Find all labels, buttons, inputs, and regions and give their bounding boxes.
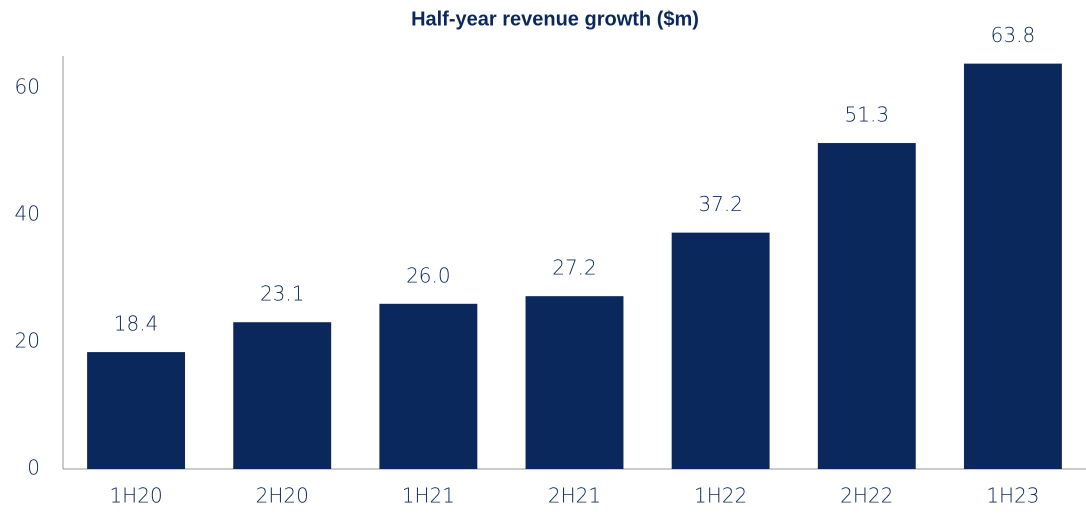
x-tick-label: 2H22 [840, 484, 893, 508]
value-label: 23.1 [260, 282, 305, 306]
value-label: 27.2 [552, 256, 597, 280]
x-tick-label: 2H20 [256, 484, 309, 508]
bar [233, 322, 332, 469]
bar [671, 232, 770, 469]
value-label: 37.2 [698, 192, 743, 216]
bar [87, 352, 186, 469]
y-tick-label: 40 [15, 201, 40, 225]
bar [525, 296, 624, 469]
bar [963, 63, 1062, 470]
x-tick-label: 1H21 [402, 484, 455, 508]
bar [379, 303, 478, 469]
x-tick-label: 2H21 [548, 484, 601, 508]
x-tick-label: 1H23 [986, 484, 1039, 508]
y-tick-label: 60 [15, 74, 40, 98]
y-tick-label: 0 [27, 456, 40, 480]
chart-title: Half-year revenue growth ($m) [411, 8, 699, 30]
x-tick-label: 1H22 [694, 484, 747, 508]
value-label: 63.8 [991, 23, 1036, 47]
y-tick-label: 20 [15, 328, 40, 352]
value-label: 51.3 [845, 103, 890, 127]
value-label: 26.0 [406, 263, 451, 287]
value-label: 18.4 [114, 312, 159, 336]
bar [817, 143, 916, 469]
x-tick-label: 1H20 [109, 484, 162, 508]
